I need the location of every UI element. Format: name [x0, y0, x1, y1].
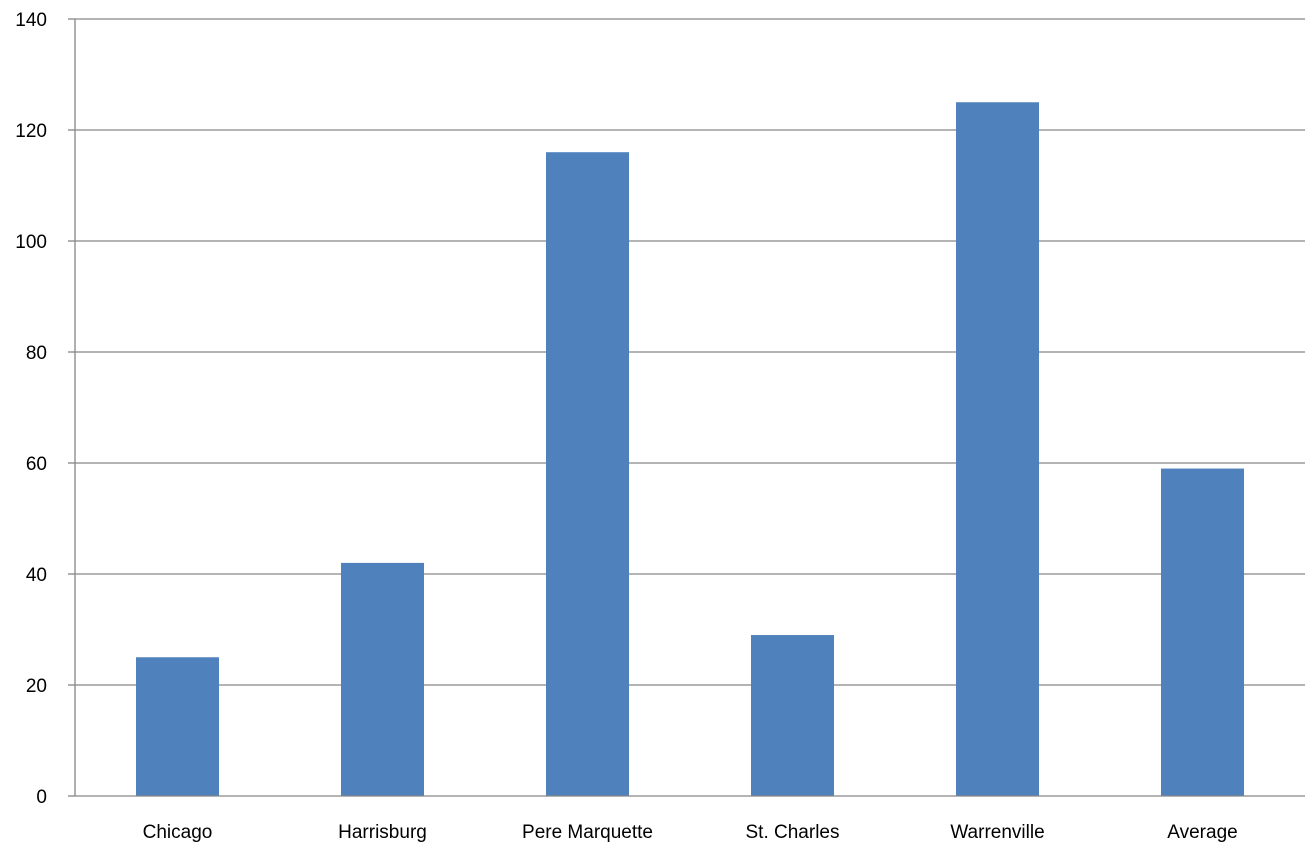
- bar: [545, 152, 630, 796]
- y-tick-label: 0: [36, 787, 47, 808]
- axes: [68, 18, 1305, 797]
- gridlines: [75, 18, 1305, 686]
- x-category-label: Average: [1167, 822, 1237, 843]
- x-category-label: Pere Marquette: [522, 822, 653, 843]
- x-category-label: St. Charles: [746, 822, 840, 843]
- y-tick-label: 40: [26, 565, 47, 586]
- y-tick-label: 100: [15, 232, 47, 253]
- bar: [1160, 468, 1245, 796]
- x-category-label: Warrenville: [950, 822, 1044, 843]
- y-tick-label: 120: [15, 121, 47, 142]
- bar: [955, 102, 1040, 796]
- bar: [750, 635, 835, 796]
- bar: [135, 657, 220, 796]
- y-tick-label: 60: [26, 454, 47, 475]
- x-category-label: Harrisburg: [338, 822, 427, 843]
- bars: [135, 102, 1245, 796]
- y-axis-tick-labels: 0 20 40 60 80 100 120 140: [15, 10, 47, 808]
- bar: [340, 562, 425, 796]
- y-tick-label: 20: [26, 676, 47, 697]
- x-axis-category-labels: Chicago Harrisburg Pere Marquette St. Charl…: [143, 822, 1238, 843]
- y-tick-label: 140: [15, 10, 47, 31]
- y-tick-label: 80: [26, 343, 47, 364]
- x-category-label: Chicago: [143, 822, 213, 843]
